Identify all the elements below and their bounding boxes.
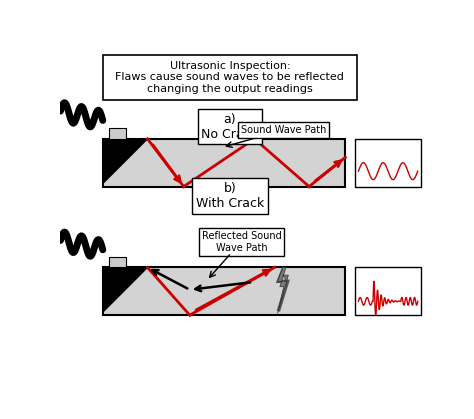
Polygon shape [103,267,147,312]
Text: Reflected Sound
Wave Path: Reflected Sound Wave Path [201,231,281,253]
Text: b)
With Crack: b) With Crack [196,182,264,210]
Polygon shape [278,267,288,313]
Bar [356,139,421,186]
Polygon shape [103,139,147,184]
Bar [109,128,126,139]
Text: Ultrasonic Inspection:
Flaws cause sound waves to be reflected
changing the outp: Ultrasonic Inspection: Flaws cause sound… [115,61,344,94]
Bar [103,55,357,100]
Bar [103,139,346,186]
Bar [109,257,126,267]
Bar [356,139,421,186]
Bar [356,267,421,315]
Bar [103,267,346,315]
Text: Sound Wave Path: Sound Wave Path [241,125,327,135]
Text: a)
No Crack: a) No Crack [201,113,258,140]
